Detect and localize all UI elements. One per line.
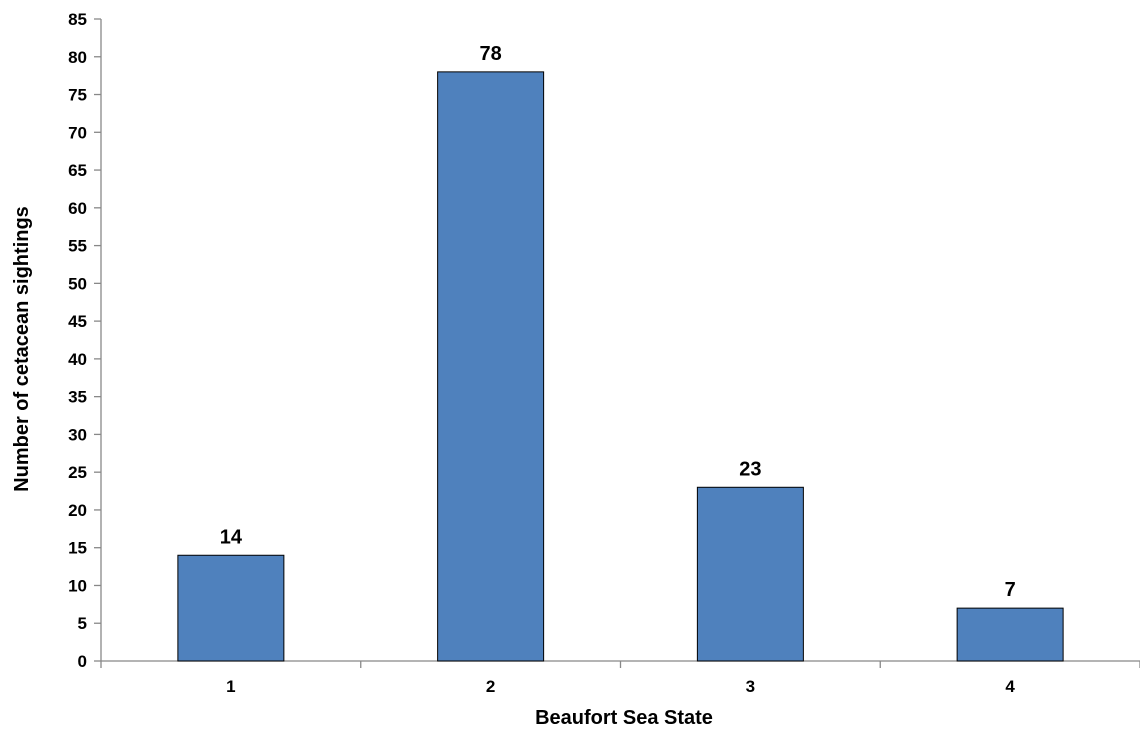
y-tick-label: 60	[68, 199, 87, 218]
y-tick-label: 85	[68, 10, 87, 29]
y-tick-label: 40	[68, 350, 87, 369]
x-tick-label: 1	[226, 677, 235, 696]
y-axis-title: Number of cetacean sightings	[11, 206, 33, 492]
y-tick-label: 65	[68, 161, 87, 180]
y-tick-label: 45	[68, 312, 87, 331]
y-tick-label: 0	[78, 652, 87, 671]
bar	[696, 486, 804, 662]
y-tick-label: 15	[68, 539, 87, 558]
x-tick-label: 4	[1005, 677, 1015, 696]
data-label: 78	[480, 43, 502, 65]
data-label: 23	[739, 458, 761, 480]
y-tick-label: 10	[68, 576, 87, 595]
y-tick-label: 30	[68, 425, 87, 444]
y-tick-label: 50	[68, 274, 87, 293]
x-tick-label: 3	[746, 677, 755, 696]
bar	[956, 607, 1064, 662]
y-tick-label: 35	[68, 388, 87, 407]
data-label: 7	[1005, 579, 1016, 601]
y-tick-label: 5	[78, 614, 87, 633]
y-tick-label: 20	[68, 501, 87, 520]
y-tick-label: 80	[68, 48, 87, 67]
plot-area: 0 5 10 15 20 25 30 35 40 45 50 55 60 65 70 75 80 85 14 1 78 2…	[68, 10, 1140, 696]
x-axis-title: Beaufort Sea State	[535, 707, 713, 729]
y-tick-label: 75	[68, 86, 87, 105]
y-tick-label: 25	[68, 463, 87, 482]
bar	[437, 71, 545, 662]
x-tick-label: 2	[486, 677, 495, 696]
y-tick-label: 70	[68, 123, 87, 142]
data-label: 14	[220, 526, 243, 548]
bar	[177, 554, 285, 662]
y-tick-label: 55	[68, 237, 87, 256]
